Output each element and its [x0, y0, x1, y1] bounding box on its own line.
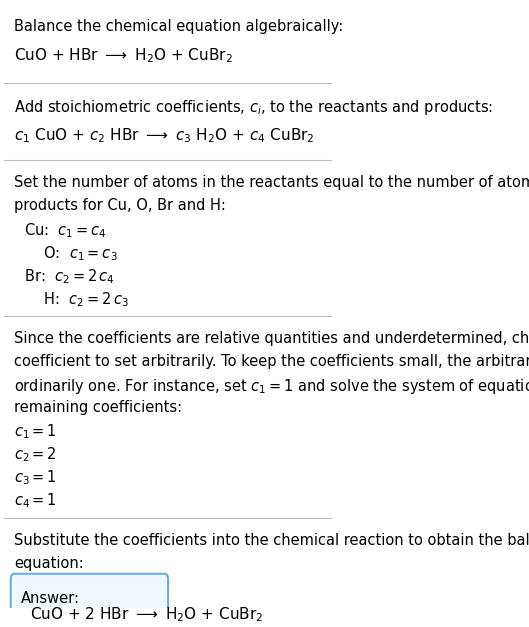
Text: ordinarily one. For instance, set $c_1 = 1$ and solve the system of equations fo: ordinarily one. For instance, set $c_1 =…	[14, 377, 529, 396]
Text: Add stoichiometric coefficients, $c_i$, to the reactants and products:: Add stoichiometric coefficients, $c_i$, …	[14, 98, 493, 117]
Text: Cu:  $c_1 = c_4$: Cu: $c_1 = c_4$	[24, 221, 106, 240]
Text: Set the number of atoms in the reactants equal to the number of atoms in the: Set the number of atoms in the reactants…	[14, 175, 529, 190]
Text: Since the coefficients are relative quantities and underdetermined, choose a: Since the coefficients are relative quan…	[14, 331, 529, 346]
Text: coefficient to set arbitrarily. To keep the coefficients small, the arbitrary va: coefficient to set arbitrarily. To keep …	[14, 354, 529, 369]
FancyBboxPatch shape	[11, 574, 168, 627]
Text: O:  $c_1 = c_3$: O: $c_1 = c_3$	[34, 244, 117, 263]
Text: equation:: equation:	[14, 556, 84, 571]
Text: CuO + HBr $\longrightarrow$ H$_2$O + CuBr$_2$: CuO + HBr $\longrightarrow$ H$_2$O + CuB…	[14, 46, 233, 65]
Text: $c_4 = 1$: $c_4 = 1$	[14, 492, 57, 510]
Text: CuO + 2 HBr $\longrightarrow$ H$_2$O + CuBr$_2$: CuO + 2 HBr $\longrightarrow$ H$_2$O + C…	[30, 606, 263, 624]
Text: Br:  $c_2 = 2\,c_4$: Br: $c_2 = 2\,c_4$	[24, 267, 115, 286]
Text: $c_1 = 1$: $c_1 = 1$	[14, 423, 57, 441]
Text: Substitute the coefficients into the chemical reaction to obtain the balanced: Substitute the coefficients into the che…	[14, 533, 529, 547]
Text: $c_1$ CuO + $c_2$ HBr $\longrightarrow$ $c_3$ H$_2$O + $c_4$ CuBr$_2$: $c_1$ CuO + $c_2$ HBr $\longrightarrow$ …	[14, 127, 315, 145]
Text: H:  $c_2 = 2\,c_3$: H: $c_2 = 2\,c_3$	[34, 290, 129, 308]
Text: products for Cu, O, Br and H:: products for Cu, O, Br and H:	[14, 198, 226, 213]
Text: $c_2 = 2$: $c_2 = 2$	[14, 446, 57, 465]
Text: Balance the chemical equation algebraically:: Balance the chemical equation algebraica…	[14, 19, 343, 34]
Text: Answer:: Answer:	[21, 591, 79, 606]
Text: $c_3 = 1$: $c_3 = 1$	[14, 468, 57, 487]
Text: remaining coefficients:: remaining coefficients:	[14, 400, 182, 415]
